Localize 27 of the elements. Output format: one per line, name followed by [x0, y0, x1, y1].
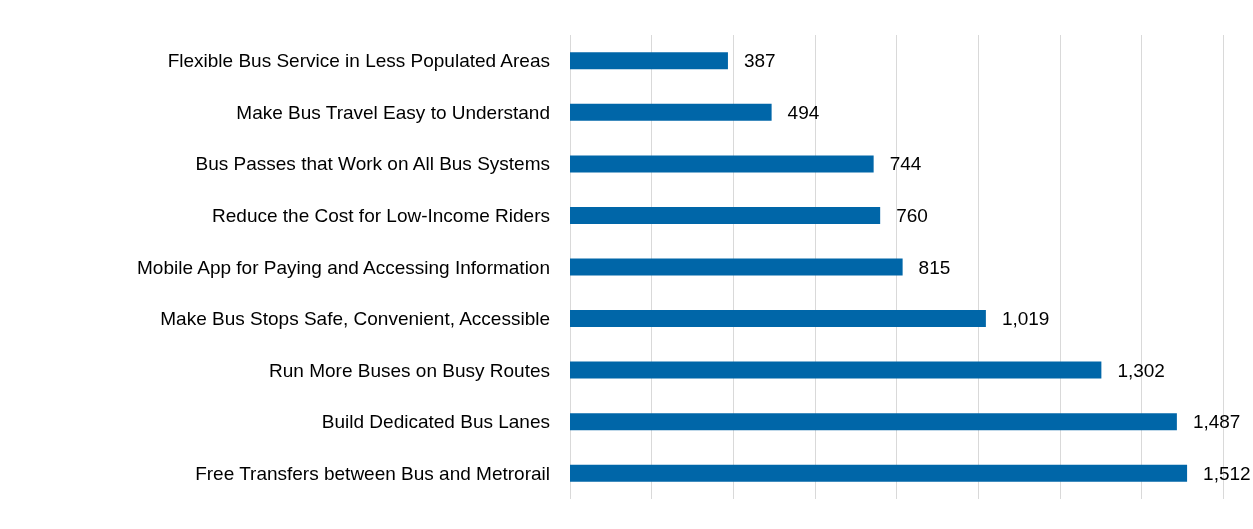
bar — [570, 103, 772, 121]
bar — [570, 310, 986, 328]
bar — [570, 52, 728, 70]
data-label: 1,019 — [1001, 308, 1050, 330]
y-tick-label: Free Transfers between Bus and Metrorail — [195, 462, 550, 484]
bar — [570, 361, 1102, 379]
data-label: 387 — [743, 50, 776, 72]
data-label: 1,512 — [1203, 462, 1251, 484]
data-label: 494 — [787, 101, 820, 123]
data-label: 1,302 — [1117, 359, 1165, 381]
bar — [570, 258, 903, 276]
y-tick-label: Make Bus Travel Easy to Understand — [236, 101, 550, 123]
data-label: 760 — [896, 204, 928, 226]
y-tick-label: Flexible Bus Service in Less Populated Areas — [167, 50, 550, 72]
bar — [570, 464, 1188, 482]
y-tick-label: Bus Passes that Work on All Bus Systems — [195, 153, 550, 175]
bar — [570, 206, 881, 224]
y-tick-label: Mobile App for Paying and Accessing Information — [137, 256, 550, 278]
y-tick-label: Run More Buses on Busy Routes — [269, 359, 550, 381]
data-label: 815 — [918, 256, 951, 278]
bar — [570, 413, 1177, 431]
data-label: 1,487 — [1192, 411, 1241, 433]
data-label: 744 — [889, 153, 922, 175]
y-tick-label: Build Dedicated Bus Lanes — [321, 411, 550, 433]
y-tick-label: Make Bus Stops Safe, Convenient, Accessible — [160, 308, 550, 330]
bar — [570, 155, 874, 173]
y-tick-label: Reduce the Cost for Low-Income Riders — [212, 204, 550, 226]
